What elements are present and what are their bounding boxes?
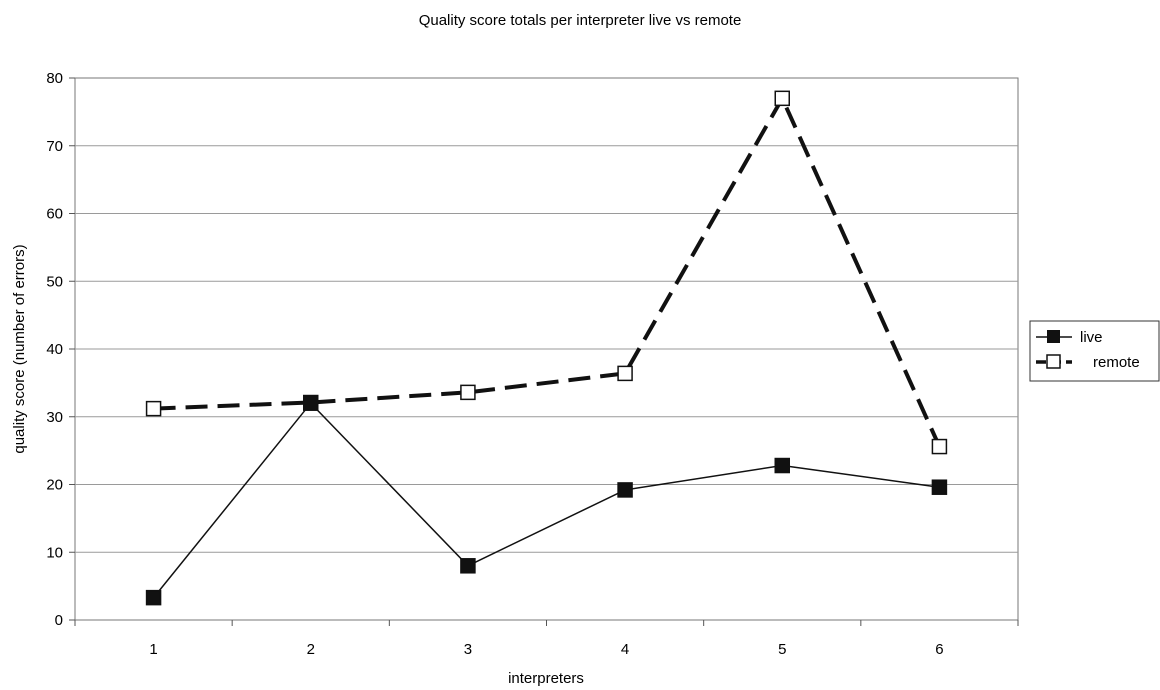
- data-point-remote: [774, 90, 790, 107]
- data-point-live: [774, 457, 790, 474]
- legend-label-live: live: [1080, 329, 1103, 346]
- plot-area: 0 10 20 30 40 50 60 70 80 1 2 3 4 5 6: [46, 70, 1019, 658]
- series-live: [145, 395, 948, 606]
- y-tick-label: 20: [46, 477, 63, 494]
- legend-entry-remote: remote: [1036, 354, 1140, 371]
- data-point-live: [145, 589, 162, 606]
- chart-title: Quality score totals per interpreter liv…: [419, 12, 742, 29]
- data-point-live: [617, 482, 633, 498]
- x-tick-labels: 1 2 3 4 5 6: [149, 641, 943, 658]
- data-point-remote: [460, 384, 476, 401]
- series-line-live: [153, 402, 940, 599]
- data-point-remote: [145, 400, 162, 417]
- y-axis-label: quality score (number of errors): [11, 244, 28, 453]
- y-tick-label: 60: [46, 206, 63, 223]
- y-tick-label: 70: [46, 138, 63, 155]
- x-axis-label: interpreters: [508, 670, 584, 687]
- data-point-live: [460, 558, 476, 574]
- y-tick-label: 0: [55, 612, 63, 629]
- gridlines: [69, 77, 1019, 626]
- x-tick-label: 1: [149, 641, 157, 658]
- series-line-remote: [153, 93, 942, 448]
- data-point-remote: [931, 438, 948, 455]
- x-tick-label: 5: [778, 641, 786, 658]
- data-point-live: [931, 479, 948, 495]
- y-tick-label: 30: [46, 409, 63, 426]
- legend-label-remote: remote: [1093, 354, 1140, 371]
- x-tick-label: 4: [621, 641, 629, 658]
- y-tick-labels: 0 10 20 30 40 50 60 70 80: [46, 70, 63, 629]
- y-tick-label: 10: [46, 544, 63, 561]
- data-point-live: [303, 395, 319, 411]
- y-tick-label: 50: [46, 273, 63, 290]
- legend: live remote: [1029, 320, 1160, 382]
- data-point-remote: [617, 365, 633, 382]
- series-layer: [145, 90, 948, 606]
- x-tick-label: 2: [307, 641, 315, 658]
- x-tick-label: 3: [464, 641, 472, 658]
- y-tick-label: 40: [46, 341, 63, 358]
- legend-entry-live: live: [1036, 329, 1103, 346]
- x-tick-label: 6: [935, 641, 943, 658]
- y-tick-label: 80: [46, 70, 63, 87]
